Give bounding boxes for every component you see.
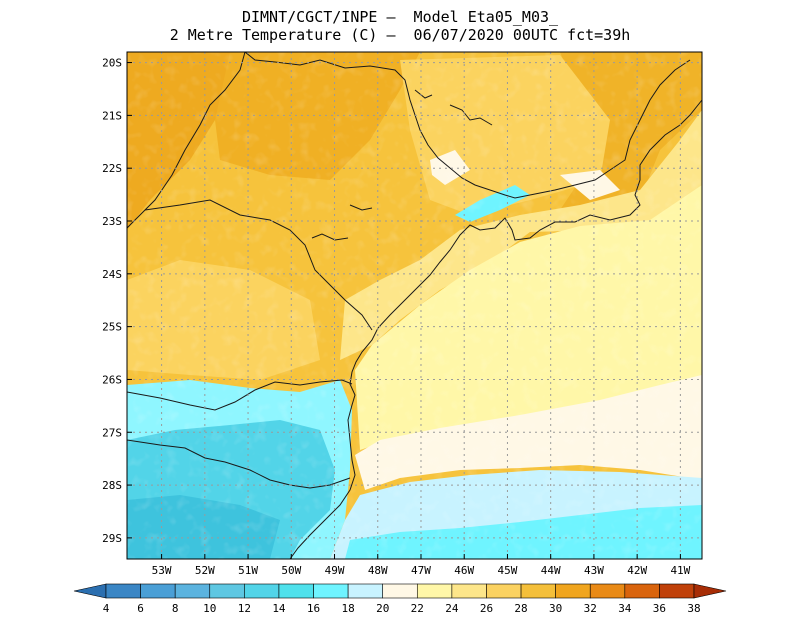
map-title-line-2: 2 Metre Temperature (C) – 06/07/2020 00U… (169, 26, 631, 44)
colorbar-arrow-high (693, 583, 727, 599)
state-border-mg-rj (529, 59, 691, 196)
lon-tick-labels: 53W 52W 51W 50W 49W 48W 47W 46W 45W 44W 43W 42W 41W (152, 564, 691, 577)
colorbar-arrow-low (73, 583, 107, 599)
colorbar-swatch (347, 583, 384, 599)
reservoir-furnas (414, 89, 493, 126)
lat-tick-label: 26S (102, 373, 122, 386)
lat-tick-labels: 20S 21S 22S 23S 24S 25S 26S 27S 28S 29S (102, 57, 122, 545)
colorbar-swatch (382, 583, 418, 599)
colorbar-label: 24 (445, 602, 459, 615)
colorbar-swatch (520, 583, 556, 599)
lon-tick-label: 41W (670, 564, 690, 577)
colorbar-label: 38 (687, 602, 700, 615)
lon-tick-label: 49W (325, 564, 345, 577)
colorbar-label: 16 (307, 602, 320, 615)
colorbar-label: 34 (618, 602, 632, 615)
lat-tick-label: 28S (102, 479, 122, 492)
colorbar-swatch (624, 583, 660, 599)
lon-tick-label: 42W (627, 564, 647, 577)
lat-tick-label: 23S (102, 215, 122, 228)
colorbar-label: 6 (137, 602, 144, 615)
state-border-sc-rs (127, 439, 351, 489)
state-border-pr-sc (127, 379, 353, 411)
map-title-line-1: DIMNT/CGCT/INPE – Model Eta05_M03_ (241, 8, 559, 26)
state-border-ms-sp (127, 52, 246, 229)
boundaries (127, 52, 702, 559)
colorbar-label: 12 (238, 602, 251, 615)
colorbar-label: 22 (411, 602, 424, 615)
colorbar-swatch (589, 583, 626, 599)
colorbar-label: 10 (203, 602, 216, 615)
state-border-sp-pr (144, 199, 373, 331)
lon-tick-label: 47W (411, 564, 431, 577)
lon-tick-label: 52W (195, 564, 215, 577)
grid (127, 52, 702, 559)
colorbar-swatch (659, 583, 695, 599)
lon-tick-label: 45W (498, 564, 518, 577)
lat-tick-label: 27S (102, 426, 122, 439)
lon-tick-label: 43W (584, 564, 604, 577)
lon-tick-label: 50W (281, 564, 301, 577)
colorbar-swatch (105, 583, 141, 599)
colorbar-swatch (209, 583, 245, 599)
lat-tick-label: 24S (102, 268, 122, 281)
colorbar-swatch (451, 583, 487, 599)
colorbar-label: 32 (584, 602, 597, 615)
lat-tick-label: 25S (102, 321, 122, 334)
colorbar-swatch (416, 583, 453, 599)
plot-frame (126, 51, 703, 560)
colorbar-label: 4 (103, 602, 110, 615)
colorbar-swatch (313, 583, 349, 599)
lat-tick-label: 21S (102, 109, 122, 122)
lon-tick-label: 48W (368, 564, 388, 577)
lon-tick-label: 53W (152, 564, 172, 577)
colorbar-swatch (140, 583, 176, 599)
colorbar-label: 26 (480, 602, 493, 615)
temperature-field (127, 52, 702, 559)
lat-tick-label: 29S (102, 532, 122, 545)
lon-tick-label: 46W (454, 564, 474, 577)
colorbar-label: 28 (514, 602, 527, 615)
colorbar-label: 36 (653, 602, 666, 615)
colorbar-label: 14 (272, 602, 286, 615)
colorbar-label: 30 (549, 602, 562, 615)
lat-tick-label: 20S (102, 57, 122, 70)
colorbar-swatch (555, 583, 591, 599)
lon-tick-label: 44W (541, 564, 561, 577)
colorbar: 4 6 8 10 12 14 16 18 20 22 24 26 28 30 32 34 36 38 (73, 583, 727, 615)
colorbar-swatch (174, 583, 211, 599)
colorbar-label: 8 (172, 602, 179, 615)
reservoir-tiete (311, 204, 373, 241)
colorbar-label: 20 (376, 602, 389, 615)
colorbar-label: 18 (341, 602, 354, 615)
colorbar-swatch (278, 583, 314, 599)
coastline (289, 99, 702, 559)
colorbar-swatch (486, 583, 522, 599)
lat-tick-label: 22S (102, 162, 122, 175)
lon-tick-label: 51W (238, 564, 258, 577)
colorbar-swatch (244, 583, 280, 599)
field-texture (127, 52, 702, 559)
